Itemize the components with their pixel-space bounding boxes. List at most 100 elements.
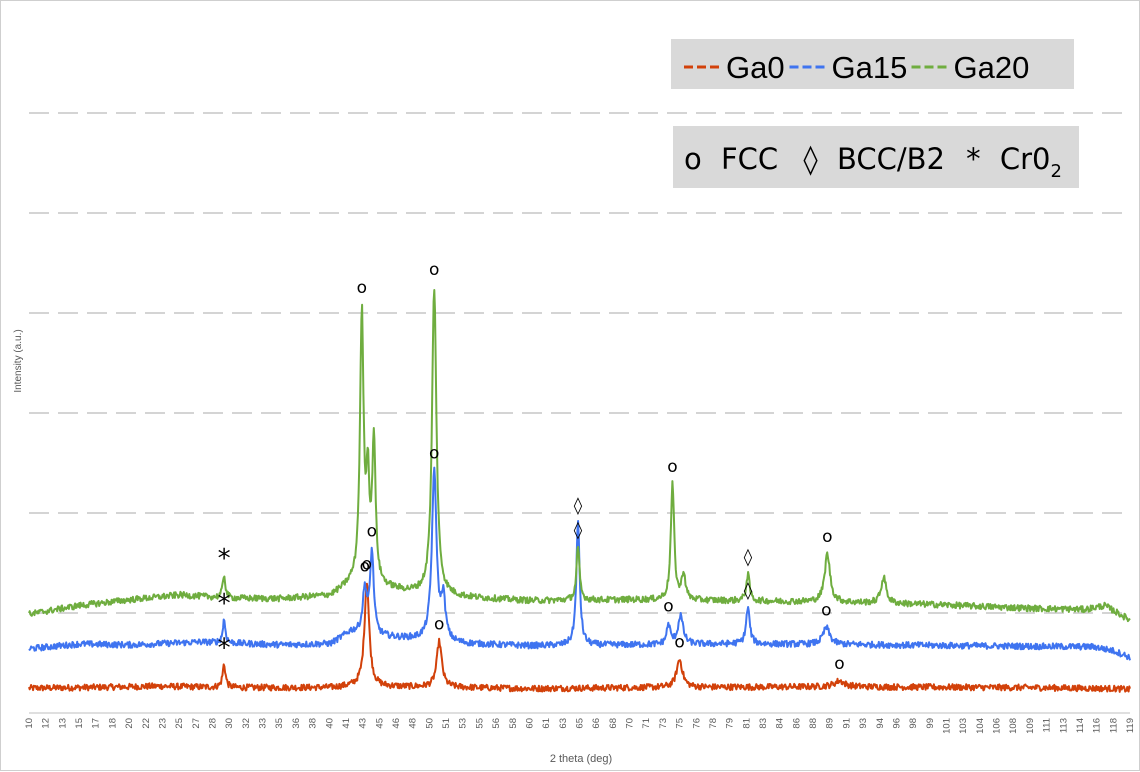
x-tick-label: 68	[608, 718, 619, 729]
x-tick-label: 33	[258, 718, 269, 729]
x-tick-label: 108	[1008, 718, 1019, 734]
phase-marker: o	[429, 260, 439, 280]
bcc-symbol: ◊	[803, 142, 818, 176]
x-tick-label: 78	[708, 718, 719, 729]
gridlines	[29, 112, 1130, 614]
cro2-label: Cr0	[1000, 142, 1051, 176]
legend-label-ga0: Ga0	[726, 50, 785, 85]
x-tick-label: 50	[424, 718, 435, 729]
y-axis-label: Intensity (a.u.)	[13, 329, 24, 392]
x-tick-label: 51	[441, 718, 452, 729]
x-tick-label: 83	[758, 718, 769, 729]
x-tick-label: 18	[107, 718, 118, 729]
phase-marker: o	[362, 554, 372, 574]
x-tick-label: 25	[174, 718, 185, 729]
x-tick-label: 12	[41, 718, 52, 729]
phase-marker: o	[674, 633, 684, 653]
x-tick-label: 43	[358, 718, 369, 729]
legend-label-ga20: Ga20	[954, 50, 1030, 85]
x-tick-label: 66	[591, 718, 602, 729]
x-tick-label: 53	[458, 718, 469, 729]
x-tick-label: 41	[341, 718, 352, 729]
x-tick-label: 22	[141, 718, 152, 729]
phase-marker: *	[218, 633, 231, 663]
fcc-label: FCC	[721, 142, 778, 176]
series-line-ga20	[28, 289, 1131, 623]
x-tick-label: 28	[208, 718, 219, 729]
phase-legend-box	[673, 126, 1079, 188]
x-tick-label: 56	[491, 718, 502, 729]
x-tick-label: 65	[575, 718, 586, 729]
phase-marker: o	[429, 443, 439, 463]
x-tick-label: 13	[57, 718, 68, 729]
x-tick-label: 119	[1125, 718, 1136, 733]
phase-marker: ◊	[744, 581, 753, 601]
x-tick-label: 35	[274, 718, 285, 729]
x-tick-label: 109	[1025, 718, 1036, 734]
x-tick-label: 106	[992, 718, 1003, 734]
phase-marker: o	[367, 521, 377, 541]
x-tick-label: 46	[391, 718, 402, 729]
phase-marker: o	[822, 527, 832, 547]
x-tick-label: 40	[324, 718, 335, 729]
x-tick-label: 30	[224, 718, 235, 729]
x-tick-label: 60	[524, 718, 535, 729]
phase-marker: ◊	[574, 520, 583, 540]
x-tick-label: 91	[841, 718, 852, 729]
x-tick-label: 61	[541, 718, 552, 729]
x-tick-label: 58	[508, 718, 519, 729]
series-lines	[28, 289, 1131, 693]
x-tick-label: 27	[191, 718, 202, 729]
series-legend-box	[671, 39, 1074, 89]
fcc-symbol: o	[684, 142, 702, 176]
phase-marker: o	[821, 601, 831, 621]
x-axis-label: 2 theta (deg)	[550, 753, 612, 765]
x-tick-label: 70	[625, 718, 636, 729]
x-tick-label: 86	[791, 718, 802, 729]
x-tick-label: 103	[958, 718, 969, 734]
x-tick-label: 36	[291, 718, 302, 729]
x-tick-label: 76	[691, 718, 702, 729]
phase-marker: o	[667, 457, 677, 477]
phase-legend: o FCC ◊ BCC/B2 * Cr02	[673, 126, 1079, 188]
phase-marker: *	[218, 589, 231, 619]
x-axis: 10 12 13 15 17 18 20 22 23 25 27 28 30 32 33 35 36 38 40 41…	[24, 712, 1136, 734]
x-tick-label: 20	[124, 718, 135, 729]
phase-marker: o	[434, 615, 444, 635]
phase-marker: o	[663, 597, 673, 617]
x-tick-label: 32	[241, 718, 252, 729]
x-tick-label: 48	[408, 718, 419, 729]
x-tick-label: 113	[1058, 718, 1069, 733]
x-tick-label: 38	[308, 718, 319, 729]
legend-label-ga15: Ga15	[832, 50, 908, 85]
x-tick-label: 63	[558, 718, 569, 729]
phase-marker: o	[834, 654, 844, 674]
x-tick-label: 81	[741, 718, 752, 729]
x-tick-label: 116	[1092, 718, 1103, 733]
cro2-subscript: 2	[1051, 161, 1062, 182]
x-tick-label: 111	[1042, 718, 1053, 732]
x-tick-label: 98	[908, 718, 919, 729]
phase-marker: *	[218, 544, 231, 574]
x-tick-label: 114	[1075, 718, 1086, 733]
phase-marker: o	[357, 278, 367, 298]
x-tick-label: 88	[808, 718, 819, 729]
x-tick-label: 45	[374, 718, 385, 729]
x-tick-label: 118	[1108, 718, 1119, 733]
series-legend: Ga0 Ga15 Ga20	[671, 39, 1074, 89]
x-tick-label: 93	[858, 718, 869, 729]
x-tick-label: 89	[825, 718, 836, 729]
x-tick-label: 10	[24, 718, 35, 729]
phase-marker: ◊	[574, 496, 583, 516]
x-tick-label: 75	[675, 718, 686, 729]
x-tick-label: 84	[775, 718, 786, 729]
cro2-symbol: *	[966, 142, 981, 176]
phase-marker: o	[360, 556, 370, 576]
x-tick-label: 73	[658, 718, 669, 729]
bcc-label: BCC/B2	[837, 142, 945, 176]
x-tick-label: 99	[925, 718, 936, 729]
x-tick-label: 104	[975, 718, 986, 734]
phase-marker: ◊	[744, 547, 753, 567]
